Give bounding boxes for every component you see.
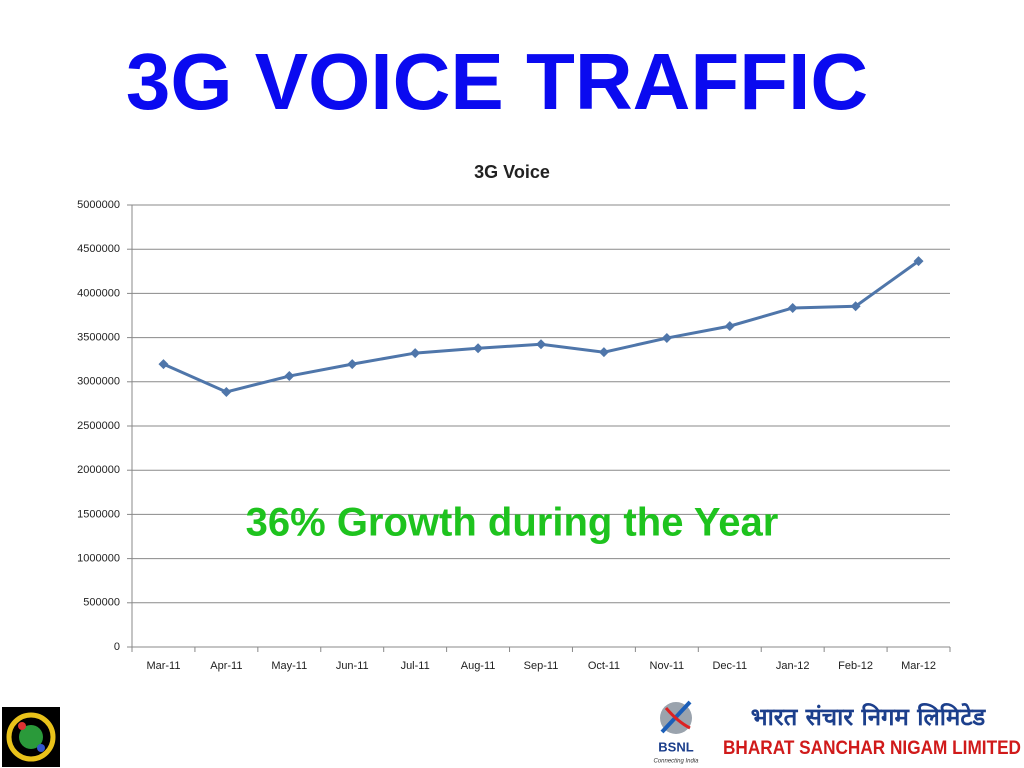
data-point [598,347,609,358]
x-tick-label: Jul-11 [401,660,430,672]
tagline: Connecting India [653,759,699,765]
x-tick-label: Oct-11 [588,660,620,672]
data-point [473,343,484,354]
y-tick-label: 4500000 [77,243,120,255]
y-tick-label: 0 [114,641,120,653]
chart-title: 3G Voice [474,162,550,182]
data-point [347,359,358,370]
brand-name: BHARAT SANCHAR NIGAM LIMITED [723,738,1021,759]
data-point [724,321,735,332]
slide-title: 3G VOICE TRAFFIC [126,37,868,126]
y-tick-label: 2000000 [77,464,120,476]
brand-hindi: भारत संचार निगम लिमिटेड [751,703,987,731]
y-tick-label: 5000000 [77,199,120,211]
data-point [850,301,861,312]
data-point [661,333,672,344]
x-tick-label: Dec-11 [712,660,747,672]
x-tick-label: Mar-11 [146,660,180,672]
y-tick-label: 1000000 [77,553,120,565]
data-point [158,359,169,370]
x-tick-label: Mar-12 [901,660,936,672]
y-tick-label: 500000 [83,597,120,609]
annotation: 36% Growth during the Year [246,501,779,545]
x-tick-label: Feb-12 [838,660,873,672]
data-point [536,339,546,350]
y-tick-label: 1500000 [77,508,120,520]
line-series [162,259,920,394]
chart: 0 500000 1000000 1500000 2000000 2500000 30000… [77,199,951,672]
x-tick-label: Nov-11 [650,660,685,672]
x-tick-label: Jan-12 [776,660,810,672]
data-point [410,348,421,359]
data-point [221,386,232,397]
data-point [787,302,798,313]
x-tick-label: Aug-11 [461,660,496,672]
y-tick-label: 3000000 [77,376,120,388]
data-point [284,371,295,382]
x-tick-label: Jun-11 [336,660,369,672]
logo-text: BSNL [658,739,693,754]
corner-logo [2,707,60,767]
y-tick-label: 3500000 [77,332,120,344]
y-tick-label: 2500000 [77,420,120,432]
x-tick-label: Sep-11 [524,660,559,672]
y-tick-label: 4000000 [77,287,120,299]
x-tick-label: May-11 [271,660,307,672]
bsnl-logo: BSNL Connecting India [653,700,699,765]
data-point [913,256,924,267]
x-tick-label: Apr-11 [210,660,242,672]
